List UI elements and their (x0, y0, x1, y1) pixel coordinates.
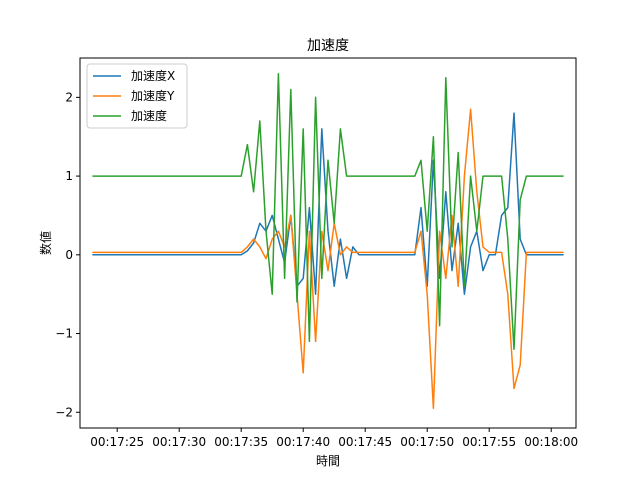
x-tick-label: 00:17:50 (400, 435, 454, 449)
plot-frame (79, 57, 577, 429)
x-tick-label: 00:17:25 (90, 435, 144, 449)
x-tick-label: 00:17:30 (152, 435, 206, 449)
y-tick-label: 0 (65, 248, 73, 262)
x-tick-label: 00:17:55 (462, 435, 516, 449)
y-tick-label: −1 (55, 327, 73, 341)
legend-box (86, 63, 188, 129)
x-tick-label: 00:17:35 (214, 435, 268, 449)
legend-label-1: 加速度Y (131, 88, 175, 103)
y-axis: −2 −1 0 1 2 (55, 90, 80, 419)
x-tick-label: 00:18:00 (524, 435, 578, 449)
legend-label-2: 加速度 (131, 108, 167, 123)
y-axis-title: 数値 (38, 231, 53, 255)
legend-label-0: 加速度X (131, 68, 175, 83)
x-axis: 00:17:25 00:17:30 00:17:35 00:17:40 00:17:45… (90, 428, 578, 449)
y-tick-label: 1 (65, 169, 73, 183)
chart-title: 加速度 (307, 38, 349, 54)
series-layer (92, 72, 564, 410)
legend: 加速度X 加速度Y 加速度 (86, 63, 188, 129)
series-line-2 (92, 72, 564, 351)
y-tick-label: −2 (55, 405, 73, 419)
x-axis-title: 時間 (316, 454, 340, 468)
y-tick-label: 2 (65, 90, 73, 104)
x-tick-label: 00:17:40 (276, 435, 330, 449)
series-line-0 (92, 112, 564, 295)
x-tick-label: 00:17:45 (338, 435, 392, 449)
